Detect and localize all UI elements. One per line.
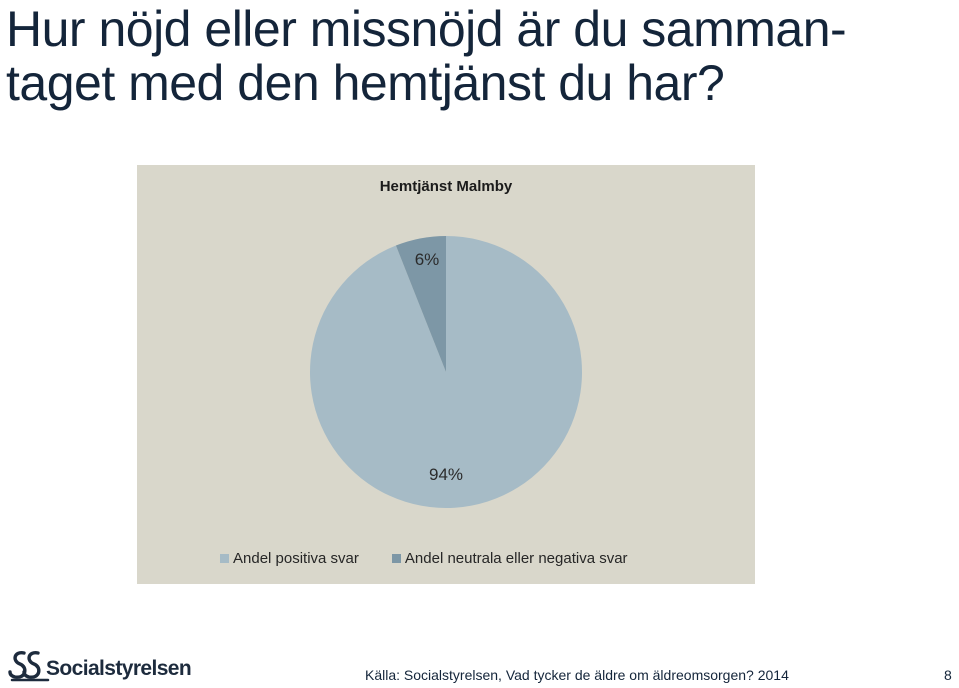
socialstyrelsen-logo-icon [8,651,50,682]
source-citation: Källa: Socialstyrelsen, Vad tycker de äl… [365,667,789,683]
logo-wordmark: Socialstyrelsen [46,657,192,680]
legend-swatch-positive [220,554,229,563]
legend-label-positive: Andel positiva svar [233,550,359,567]
page-number: 8 [944,667,952,683]
chart-title: Hemtjänst Malmby [379,178,513,195]
legend-swatch-negative [391,554,401,563]
data-label-negative: 6% [415,250,440,269]
pie-slice-negative [395,236,446,372]
chart-panel: Hemtjänst Malmby 94% 6% Andel positiva sv… [137,165,755,584]
slide-title: Hur nöjd eller missnöjd är du samman- ta… [6,2,946,110]
pie-slice-positive [309,236,582,509]
legend-label-negative: Andel neutrala eller negativa svar [404,550,628,567]
pie-chart: 94% 6% [309,236,582,509]
socialstyrelsen-logo: Socialstyrelsen [8,648,192,684]
chart-legend: Andel positiva svar Andel neutrala eller… [220,550,661,567]
legend-item-negative: Andel neutrala eller negativa svar [391,550,628,567]
data-label-positive: 94% [429,465,463,484]
legend-item-positive: Andel positiva svar [220,550,359,567]
slide-title-line-1: Hur nöjd eller missnöjd är du samman- [6,1,847,57]
slide-title-line-2: taget med den hemtjänst du har? [6,55,725,111]
